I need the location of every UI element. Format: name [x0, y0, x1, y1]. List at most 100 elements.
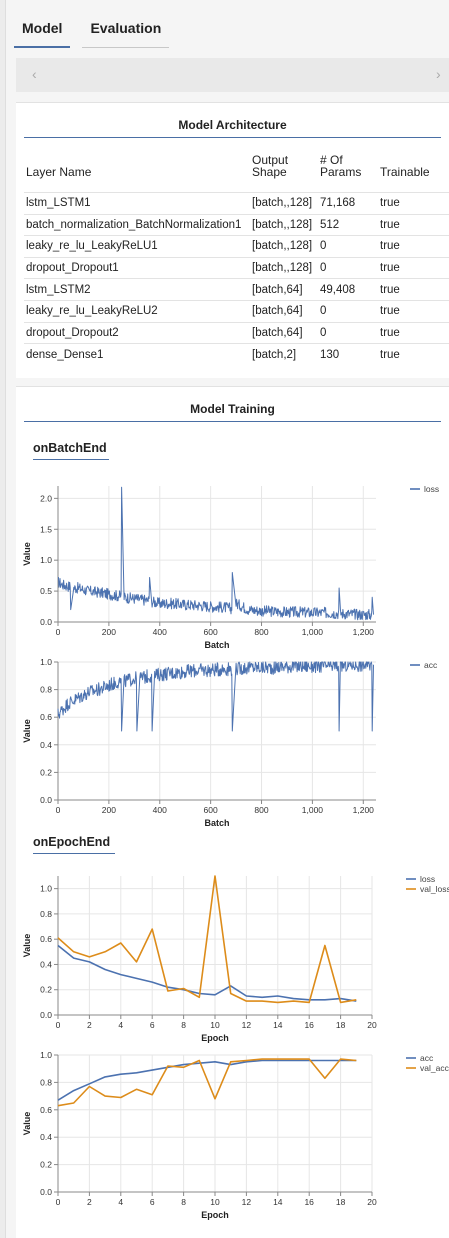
- table-cell: dropout_Dropout2: [24, 321, 250, 344]
- architecture-card: Model Architecture Layer Name Output Sha…: [16, 102, 449, 378]
- table-cell: 0: [318, 256, 378, 279]
- x-tick-label: 18: [336, 1020, 346, 1030]
- table-header-row: Layer Name Output Shape # Of Params Trai…: [24, 154, 449, 193]
- table-cell: true: [378, 256, 449, 279]
- x-tick-label: 20: [367, 1020, 377, 1030]
- y-tick-label: 0.6: [40, 1105, 52, 1115]
- batch-acc-chart: 0 200 400 600 800 1,000 1,200 0.0 0.2 0.4 0.6 0.8 1.…: [22, 657, 438, 828]
- y-tick-label: 0.2: [40, 767, 52, 777]
- y-tick-label: 0.5: [40, 586, 52, 596]
- section-on-batch-end[interactable]: onBatchEnd: [33, 441, 109, 460]
- table-row: lstm_LSTM2 [batch,64] 49,408 true: [24, 278, 449, 301]
- column-header-trainable: Trainable: [380, 165, 430, 179]
- x-tick-label: 800: [254, 627, 268, 637]
- chevron-left-icon[interactable]: ‹: [32, 66, 37, 82]
- y-tick-label: 0.8: [40, 1077, 52, 1087]
- x-tick-label: 18: [336, 1197, 346, 1207]
- table-cell: true: [378, 343, 449, 366]
- x-axis-label: Epoch: [201, 1210, 229, 1220]
- section-on-epoch-end[interactable]: onEpochEnd: [33, 835, 115, 854]
- legend-label: loss: [424, 484, 439, 494]
- x-tick-label: 6: [150, 1197, 155, 1207]
- legend-label: val_acc: [420, 1063, 449, 1073]
- x-tick-label: 200: [102, 805, 116, 815]
- table-cell: dense_Dense1: [24, 343, 250, 366]
- table-cell: [batch,2]: [250, 343, 318, 366]
- table-cell: 0: [318, 321, 378, 344]
- y-tick-label: 2.0: [40, 493, 52, 503]
- table-cell: [batch,,128]: [250, 235, 318, 258]
- series-line-val-loss: [57, 875, 357, 1004]
- y-tick-label: 0.6: [40, 712, 52, 722]
- table-cell: leaky_re_lu_LeakyReLU1: [24, 235, 250, 258]
- table-cell: leaky_re_lu_LeakyReLU2: [24, 299, 250, 323]
- series-line-acc: [57, 1059, 357, 1101]
- x-tick-label: 400: [153, 627, 167, 637]
- x-tick-label: 400: [153, 805, 167, 815]
- table-cell: 71,168: [318, 192, 378, 215]
- x-tick-label: 1,000: [302, 627, 324, 637]
- y-tick-label: 1.0: [40, 555, 52, 565]
- architecture-table: Layer Name Output Shape # Of Params Trai…: [24, 154, 449, 366]
- y-tick-label: 0.0: [40, 1187, 52, 1197]
- table-row: dropout_Dropout1 [batch,,128] 0 true: [24, 256, 449, 279]
- chevron-right-icon[interactable]: ›: [436, 66, 441, 82]
- x-tick-label: 0: [56, 1020, 61, 1030]
- architecture-title: Model Architecture: [178, 118, 287, 132]
- table-row: dropout_Dropout2 [batch,64] 0 true: [24, 321, 449, 344]
- y-tick-label: 0.8: [40, 909, 52, 919]
- x-tick-label: 600: [204, 627, 218, 637]
- x-tick-label: 4: [118, 1197, 123, 1207]
- table-cell: lstm_LSTM1: [24, 192, 250, 215]
- table-cell: 49,408: [318, 278, 378, 301]
- table-cell: [batch,,128]: [250, 192, 318, 215]
- x-tick-label: 20: [367, 1197, 377, 1207]
- x-axis-label: Epoch: [201, 1033, 229, 1043]
- table-cell: true: [378, 321, 449, 344]
- table-cell: lstm_LSTM2: [24, 278, 250, 301]
- x-tick-label: 1,000: [302, 805, 324, 815]
- table-row: dense_Dense1 [batch,2] 130 true: [24, 343, 449, 366]
- table-cell: true: [378, 192, 449, 215]
- column-header-output-shape: Output Shape: [252, 153, 289, 179]
- epoch-loss-chart: 0 2 4 6 8 10 12 14 16 18 20 0.0 0.2 0.4 0.6 0.8 1.0 Epoch…: [22, 874, 449, 1043]
- table-cell: [batch,,128]: [250, 213, 318, 236]
- y-tick-label: 1.0: [40, 884, 52, 894]
- tab-evaluation[interactable]: Evaluation: [82, 14, 170, 48]
- table-cell: 512: [318, 213, 378, 236]
- x-tick-label: 0: [56, 1197, 61, 1207]
- left-rail: [0, 0, 6, 1238]
- series-line-val-acc: [57, 1058, 357, 1107]
- y-tick-label: 0.4: [40, 1132, 52, 1142]
- y-tick-label: 1.0: [40, 1050, 52, 1060]
- y-axis-label: Value: [22, 1112, 32, 1136]
- series-line-loss: [57, 944, 357, 1002]
- y-tick-label: 0.0: [40, 795, 52, 805]
- y-tick-label: 1.0: [40, 657, 52, 667]
- tab-bar: Model Evaluation: [14, 14, 181, 48]
- y-tick-label: 1.5: [40, 524, 52, 534]
- x-tick-label: 10: [210, 1197, 220, 1207]
- table-cell: 0: [318, 235, 378, 258]
- table-row: leaky_re_lu_LeakyReLU1 [batch,,128] 0 true: [24, 235, 449, 258]
- column-header-layer-name: Layer Name: [26, 165, 92, 179]
- carousel-nav: ‹ ›: [16, 58, 449, 92]
- table-cell: 0: [318, 299, 378, 323]
- tab-model[interactable]: Model: [14, 14, 71, 48]
- y-tick-label: 0.2: [40, 985, 52, 995]
- x-tick-label: 2: [87, 1197, 92, 1207]
- column-header-params: # Of Params: [320, 153, 362, 179]
- epoch-acc-chart: 0 2 4 6 8 10 12 14 16 18 20 0.0 0.2 0.4 0.6 0.8 1.0 Epoch…: [22, 1050, 449, 1220]
- x-tick-label: 16: [304, 1020, 314, 1030]
- x-tick-label: 14: [273, 1197, 283, 1207]
- x-tick-label: 16: [304, 1197, 314, 1207]
- x-tick-label: 8: [181, 1197, 186, 1207]
- x-tick-label: 200: [102, 627, 116, 637]
- table-cell: [batch,64]: [250, 321, 318, 344]
- table-row: leaky_re_lu_LeakyReLU2 [batch,64] 0 true: [24, 299, 449, 323]
- table-cell: true: [378, 213, 449, 236]
- table-cell: true: [378, 235, 449, 258]
- training-title: Model Training: [190, 402, 275, 416]
- y-tick-label: 0.2: [40, 1160, 52, 1170]
- x-tick-label: 600: [204, 805, 218, 815]
